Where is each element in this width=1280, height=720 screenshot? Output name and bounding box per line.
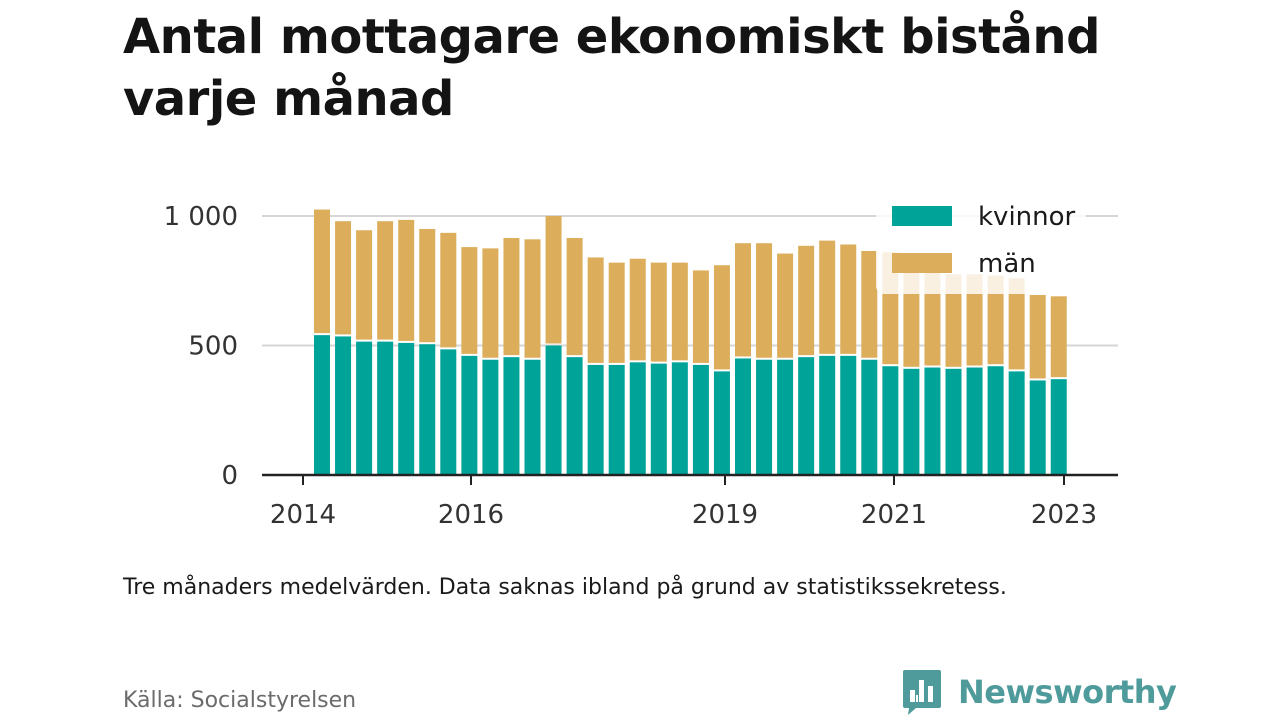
x-tick-label: 2023 — [1031, 500, 1097, 530]
bar-man — [566, 238, 583, 356]
bar-kvinnor — [356, 341, 373, 475]
bar-man — [713, 265, 730, 370]
bar-man — [419, 228, 436, 343]
bar-kvinnor — [608, 364, 625, 475]
legend: kvinnor män — [876, 198, 1086, 294]
y-tick-label: 0 — [221, 461, 238, 491]
bar-kvinnor — [503, 357, 520, 475]
y-tick-label: 1 000 — [164, 202, 238, 232]
bar-kvinnor — [1029, 380, 1046, 475]
bar-man — [314, 209, 330, 334]
x-tick-label: 2019 — [692, 500, 758, 530]
brand-mark: Newsworthy — [902, 668, 1177, 716]
bar-man — [861, 250, 878, 358]
bar-kvinnor — [713, 371, 730, 475]
bar-kvinnor — [629, 362, 646, 475]
bar-kvinnor — [482, 359, 499, 475]
bar-kvinnor — [756, 359, 773, 475]
bar-man — [798, 245, 815, 356]
bar-kvinnor — [650, 363, 667, 475]
y-tick-label: 500 — [188, 332, 238, 362]
bar-man — [335, 221, 352, 335]
bar-kvinnor — [524, 359, 541, 475]
bar-man — [1029, 294, 1046, 379]
bar-kvinnor — [545, 345, 562, 475]
bar-kvinnor — [1050, 379, 1067, 475]
newsworthy-logo-icon — [903, 670, 941, 715]
bar-kvinnor — [882, 366, 899, 475]
bar-kvinnor — [840, 355, 857, 475]
legend-label: kvinnor — [978, 202, 1076, 232]
bar-man — [987, 275, 1004, 365]
bar-kvinnor — [903, 368, 920, 475]
bar-man — [756, 243, 773, 358]
bar-kvinnor — [314, 335, 330, 475]
legend-swatch — [892, 253, 952, 273]
bar-man — [819, 240, 836, 354]
bar-man — [735, 243, 751, 357]
bar-man — [608, 262, 625, 363]
bar-kvinnor — [966, 367, 983, 475]
bar-kvinnor — [692, 364, 709, 475]
axes: 0 500 1 000 2014 2016 2019 2021 2023 — [164, 202, 1118, 530]
bar-kvinnor — [987, 366, 1004, 475]
bar-kvinnor — [398, 342, 415, 475]
bar-man — [377, 221, 394, 340]
bar-man — [1050, 296, 1067, 378]
legend-swatch — [892, 206, 952, 226]
bar-kvinnor — [419, 344, 436, 475]
bar-man — [545, 216, 562, 344]
x-tick-label: 2014 — [270, 500, 336, 530]
bar-kvinnor — [735, 358, 751, 475]
bar-kvinnor — [566, 357, 583, 475]
x-tick-label: 2016 — [438, 500, 504, 530]
bar-man — [461, 247, 478, 354]
bar-kvinnor — [798, 357, 815, 475]
chart-note: Tre månaders medelvärden. Data saknas ib… — [123, 575, 1007, 600]
bar-kvinnor — [777, 359, 794, 475]
brand-name: Newsworthy — [958, 673, 1177, 711]
bar-man — [1008, 278, 1025, 370]
bars — [314, 209, 1067, 475]
bar-man — [692, 270, 709, 363]
bar-man — [503, 238, 520, 356]
bar-kvinnor — [587, 364, 604, 475]
bar-kvinnor — [440, 349, 457, 475]
bar-man — [945, 274, 962, 367]
bar-kvinnor — [461, 355, 478, 475]
bar-kvinnor — [861, 359, 878, 475]
bar-man — [671, 262, 688, 361]
source-credit: Källa: Socialstyrelsen — [123, 688, 357, 713]
bar-man — [966, 274, 983, 366]
bar-man — [629, 258, 646, 361]
bar-kvinnor — [1008, 371, 1025, 475]
bar-man — [587, 257, 604, 363]
bar-man — [650, 262, 667, 362]
bar-man — [524, 239, 541, 358]
legend-label: män — [978, 249, 1036, 279]
bar-man — [777, 253, 794, 358]
x-tick-label: 2021 — [861, 500, 927, 530]
bar-kvinnor — [819, 355, 836, 475]
bar-man — [440, 232, 457, 348]
bar-kvinnor — [924, 367, 941, 475]
bar-kvinnor — [945, 368, 962, 475]
bar-man — [356, 230, 373, 340]
bar-man — [482, 248, 499, 358]
bar-kvinnor — [377, 341, 394, 475]
chart-title: Antal mottagare ekonomiskt bistånd varje… — [123, 9, 1100, 127]
bar-kvinnor — [335, 336, 352, 475]
bar-man — [398, 219, 415, 341]
bar-kvinnor — [671, 362, 688, 475]
bar-man — [840, 244, 857, 354]
